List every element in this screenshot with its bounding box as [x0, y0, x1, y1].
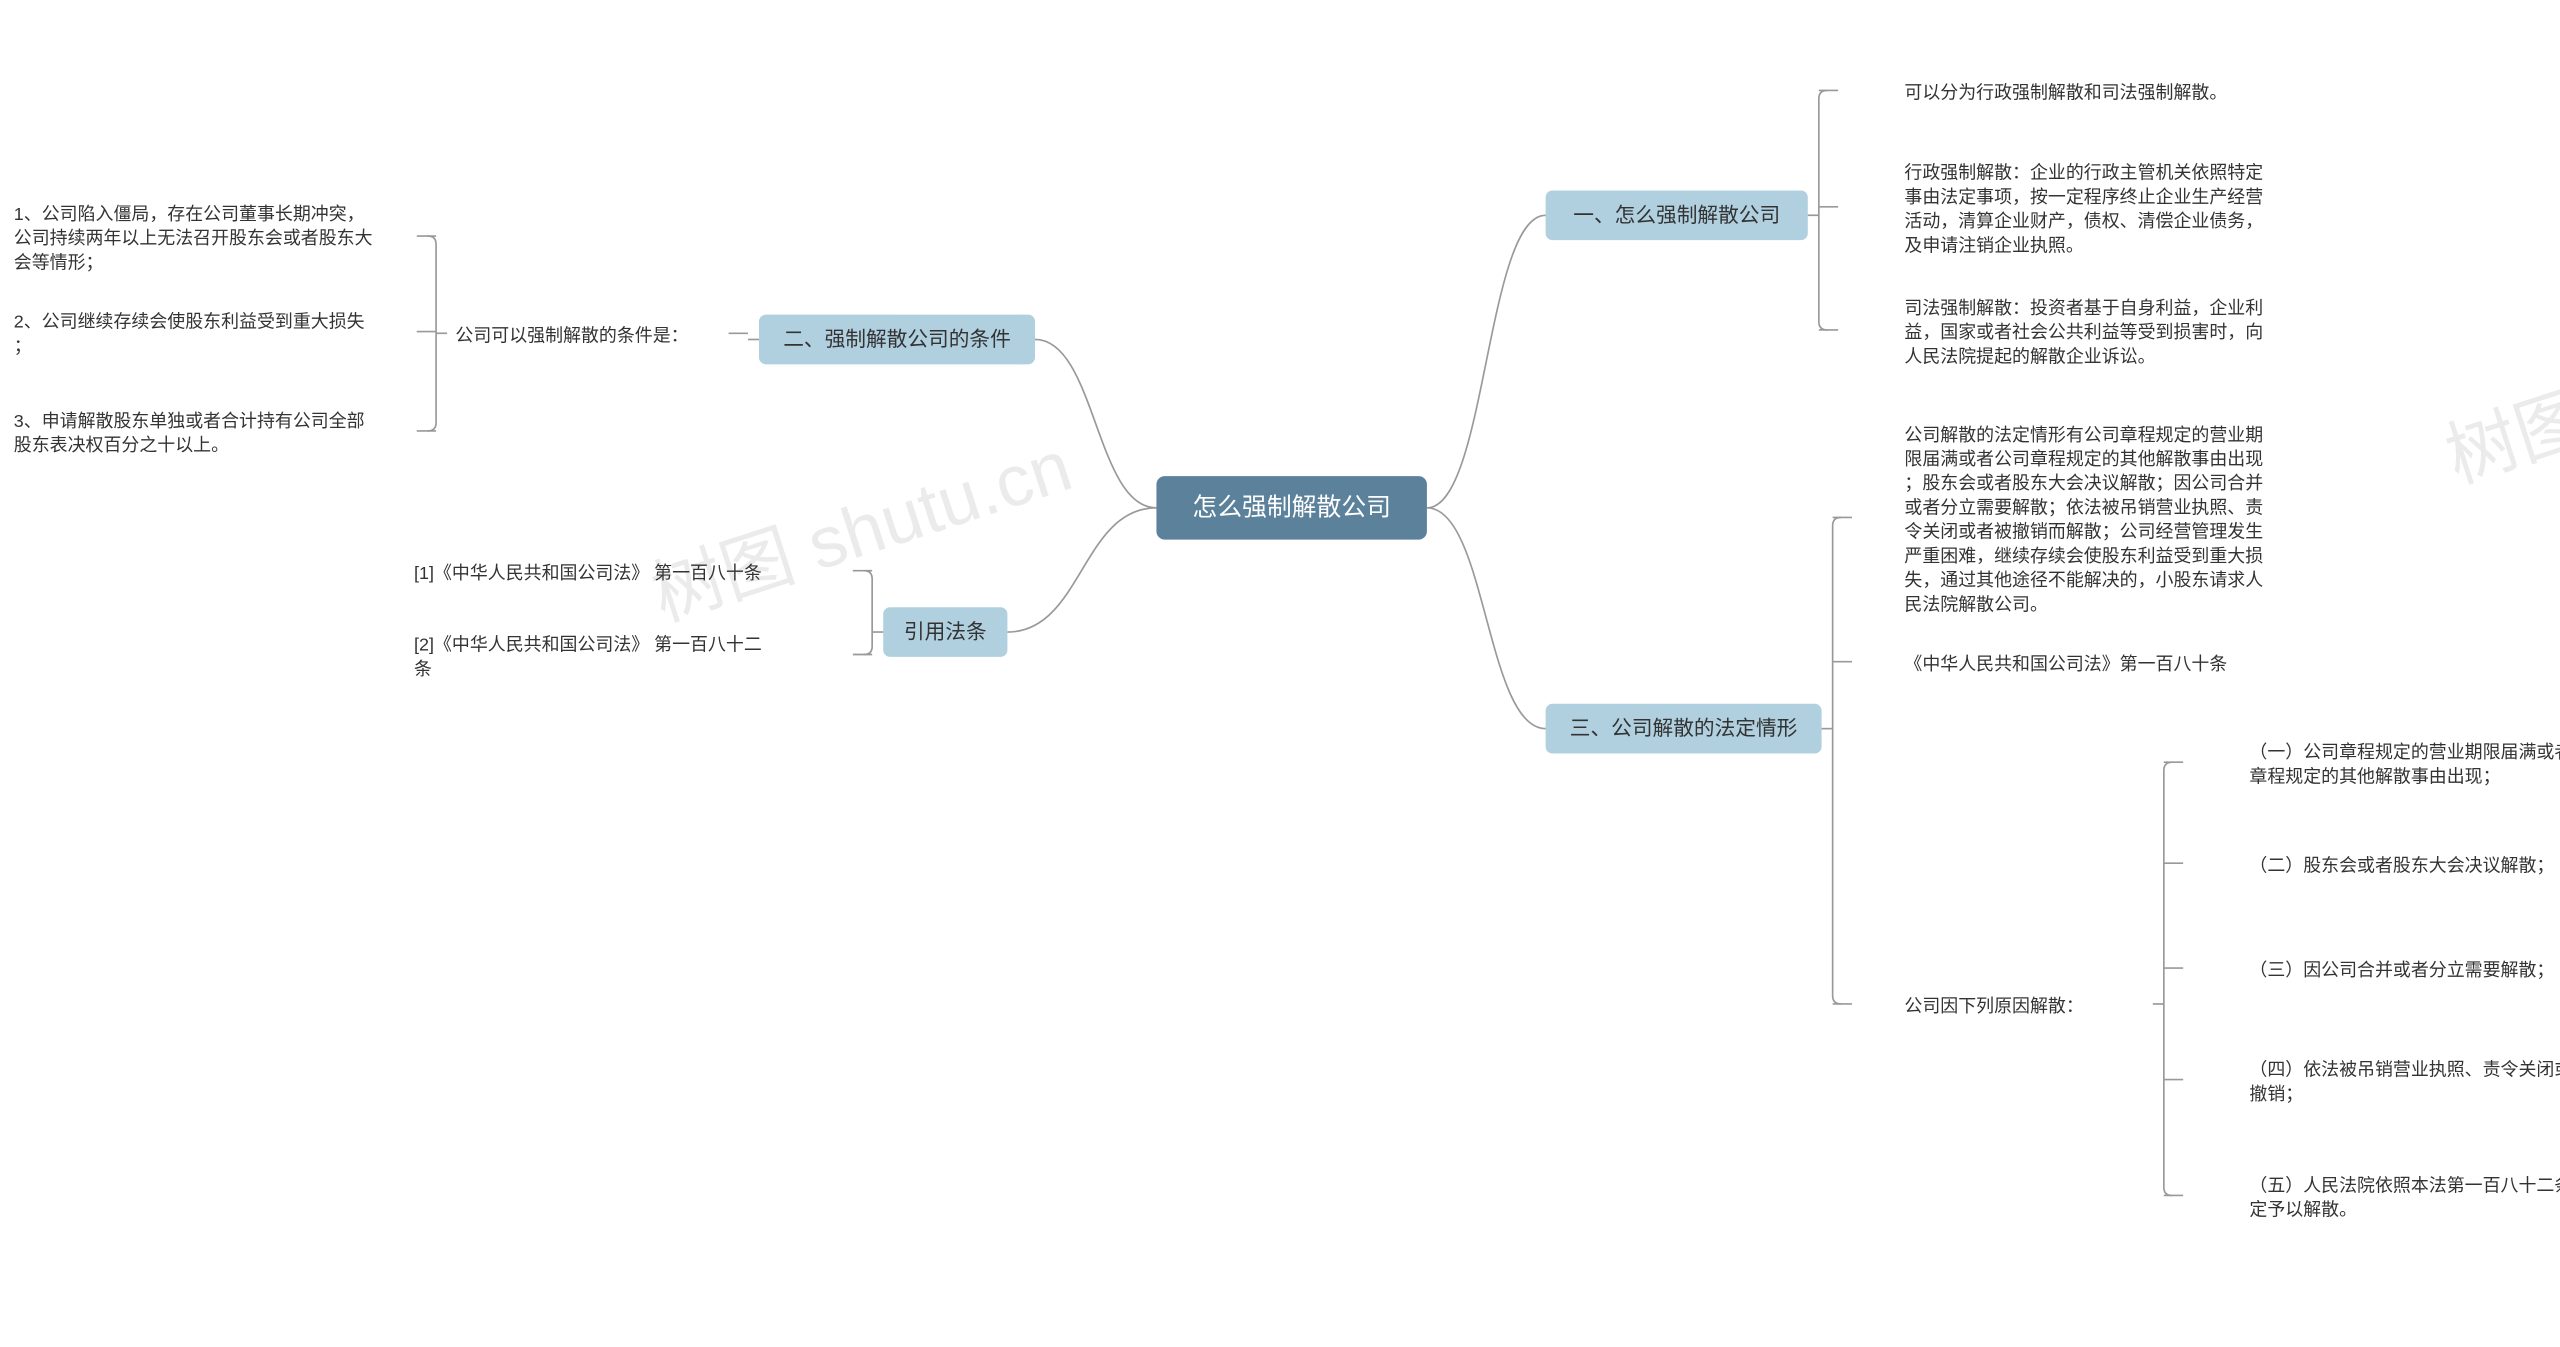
leaf-r3s2: （二）股东会或者股东大会决议解散；	[2249, 855, 2554, 875]
branch-r3: 三、公司解散的法定情形	[1546, 704, 1822, 754]
leaf-r3s1: （一）公司章程规定的营业期限届满或者公司章程规定的其他解散事由出现；	[2249, 742, 2560, 786]
leaf-r3c1: 公司解散的法定情形有公司章程规定的营业期限届满或者公司章程规定的其他解散事由出现…	[1904, 425, 2263, 615]
connector	[1427, 508, 1546, 729]
branch-l4: 引用法条	[883, 607, 1007, 657]
bracket	[1833, 517, 1841, 1004]
watermark: 树图 shutu.cn	[643, 426, 1081, 636]
branch-r3-label: 三、公司解散的法定情形	[1570, 717, 1798, 740]
leaf-r1c2-text: 行政强制解散：企业的行政主管机关依照特定事由法定事项，按一定程序终止企业生产经营…	[1904, 162, 2263, 255]
leaf-r1c2: 行政强制解散：企业的行政主管机关依照特定事由法定事项，按一定程序终止企业生产经营…	[1904, 162, 2263, 255]
leaf-r3s5: （五）人民法院依照本法第一百八十二条的规定予以解散。	[2249, 1175, 2560, 1219]
leaf-r3s2-text: （二）股东会或者股东大会决议解散；	[2249, 855, 2554, 875]
leaf-r3s4: （四）依法被吊销营业执照、责令关闭或者被撤销；	[2249, 1059, 2560, 1103]
leaf-l2c: 公司可以强制解散的条件是：	[455, 325, 688, 345]
leaf-l4c1-text: [1]《中华人民共和国公司法》 第一百八十条	[414, 563, 762, 583]
branch-l2: 二、强制解散公司的条件	[759, 315, 1035, 365]
leaf-r3s3-text: （三）因公司合并或者分立需要解散；	[2249, 960, 2554, 980]
bracket	[2164, 762, 2172, 1195]
leaf-r1c1-text: 可以分为行政强制解散和司法强制解散。	[1904, 82, 2227, 102]
leaf-l2s3-text: 3、申请解散股东单独或者合计持有公司全部股东表决权百分之十以上。	[14, 411, 365, 455]
leaf-l2s1: 1、公司陷入僵局，存在公司董事长期冲突，公司持续两年以上无法召开股东会或者股东大…	[14, 204, 373, 272]
branch-r1-label: 一、怎么强制解散公司	[1573, 204, 1780, 227]
bracket	[1819, 90, 1827, 329]
connector	[1427, 215, 1546, 508]
leaf-r1c3: 司法强制解散：投资者基于自身利益，企业利益，国家或者社会公共利益等受到损害时，向…	[1904, 298, 2263, 366]
bracket	[428, 236, 436, 431]
leaf-r3s3: （三）因公司合并或者分立需要解散；	[2249, 960, 2554, 980]
leaf-r3s1-text: （一）公司章程规定的营业期限届满或者公司章程规定的其他解散事由出现；	[2249, 742, 2560, 786]
leaf-r1c3-text: 司法强制解散：投资者基于自身利益，企业利益，国家或者社会公共利益等受到损害时，向…	[1904, 298, 2263, 366]
leaf-l2s3: 3、申请解散股东单独或者合计持有公司全部股东表决权百分之十以上。	[14, 411, 365, 455]
leaf-r3sub-text: 公司因下列原因解散：	[1904, 996, 2083, 1016]
watermark: 树图 shutu.cn	[2437, 288, 2560, 498]
mindmap-stage: 树图 shutu.cn 树图 shutu.cn 怎么强制解散公司 一、怎么强制解散公司…	[0, 0, 2560, 1347]
branch-l2-label: 二、强制解散公司的条件	[783, 328, 1011, 351]
leaf-r3s4-text: （四）依法被吊销营业执照、责令关闭或者被撤销；	[2249, 1059, 2560, 1103]
leaf-l4c2: [2]《中华人民共和国公司法》 第一百八十二条	[414, 634, 762, 678]
leaf-r3c2: 《中华人民共和国公司法》第一百八十条	[1904, 654, 2227, 674]
leaf-l4c2-text: [2]《中华人民共和国公司法》 第一百八十二条	[414, 634, 762, 678]
connector	[1007, 508, 1156, 632]
leaf-l2s1-text: 1、公司陷入僵局，存在公司董事长期冲突，公司持续两年以上无法召开股东会或者股东大…	[14, 204, 373, 272]
leaf-l2s2: 2、公司继续存续会使股东利益受到重大损失；	[14, 311, 365, 355]
leaf-r3s5-text: （五）人民法院依照本法第一百八十二条的规定予以解散。	[2249, 1175, 2560, 1219]
leaf-r3sub: 公司因下列原因解散：	[1904, 996, 2083, 1016]
leaf-r1c1: 可以分为行政强制解散和司法强制解散。	[1904, 82, 2227, 102]
leaf-r3c2-text: 《中华人民共和国公司法》第一百八十条	[1904, 654, 2227, 674]
root-label: 怎么强制解散公司	[1192, 493, 1391, 521]
bracket	[864, 571, 872, 655]
leaf-l2c-text: 公司可以强制解散的条件是：	[455, 325, 688, 345]
mindmap-svg: 树图 shutu.cn 树图 shutu.cn 怎么强制解散公司 一、怎么强制解散公司…	[0, 0, 2560, 1347]
leaf-r3c1-text: 公司解散的法定情形有公司章程规定的营业期限届满或者公司章程规定的其他解散事由出现…	[1904, 425, 2263, 615]
leaf-l2s2-text: 2、公司继续存续会使股东利益受到重大损失；	[14, 311, 365, 355]
branch-l4-label: 引用法条	[904, 621, 987, 644]
leaf-l4c1: [1]《中华人民共和国公司法》 第一百八十条	[414, 563, 762, 583]
branch-r1: 一、怎么强制解散公司	[1546, 190, 1808, 240]
